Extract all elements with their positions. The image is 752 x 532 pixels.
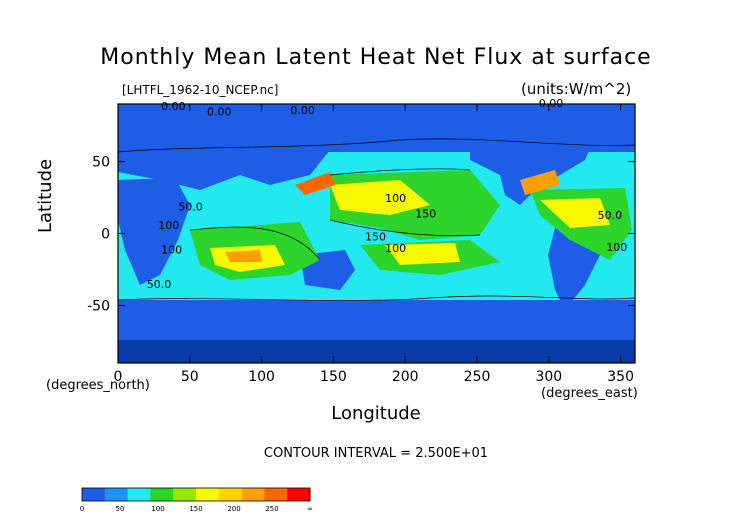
x-tick-label: 50 bbox=[181, 369, 199, 385]
contour-label: 0.00 bbox=[290, 104, 315, 117]
colorbar-segment bbox=[127, 488, 151, 501]
plot-area bbox=[118, 104, 635, 363]
contour-labels: 0.00 0.00 0.000.0050.010015010015010010050… bbox=[147, 97, 628, 291]
region-eurasia bbox=[118, 128, 330, 190]
colorbar-tick-label: 150 bbox=[189, 505, 202, 513]
contour-label: 50.0 bbox=[598, 209, 623, 222]
y-units-label: (degrees_north) bbox=[46, 378, 150, 393]
contour-label: 150 bbox=[365, 231, 386, 244]
x-tick-label: 100 bbox=[248, 369, 275, 385]
colorbar-tick-label: 0 bbox=[80, 505, 84, 513]
units-label: (units:W/m^2) bbox=[521, 80, 632, 98]
y-tick-label: 50 bbox=[92, 155, 110, 171]
x-axis-label: Longitude bbox=[331, 403, 421, 424]
x-tick-label: 350 bbox=[607, 369, 634, 385]
chart-title: Monthly Mean Latent Heat Net Flux at sur… bbox=[100, 45, 652, 70]
colorbar-segment bbox=[241, 488, 265, 501]
contour-label: 100 bbox=[385, 192, 406, 205]
x-tick-label: 0 bbox=[114, 369, 123, 385]
core-atlantic-yellow bbox=[540, 198, 610, 228]
contour-label: 50.0 bbox=[178, 200, 203, 213]
colorbar: 0 50 100 150 200 250 ∞ bbox=[80, 487, 313, 513]
colorbar-tick-label: ∞ bbox=[307, 505, 313, 513]
colorbar-segment bbox=[104, 488, 129, 501]
y-tick-label: 0 bbox=[101, 227, 110, 243]
colorbar-tick-label: 50 bbox=[116, 505, 125, 513]
file-label: [LHTFL_1962-10_NCEP.nc] bbox=[122, 83, 279, 97]
peak-kuroshio bbox=[295, 172, 335, 195]
contour-label: 100 bbox=[161, 244, 182, 257]
core-pacific-south-yellow bbox=[385, 243, 460, 265]
colorbar-tick-label: 250 bbox=[265, 505, 278, 513]
contour-label: 50.0 bbox=[147, 278, 172, 291]
contour-lines bbox=[118, 138, 635, 301]
colorbar-segment bbox=[287, 488, 311, 501]
x-tick-label: 250 bbox=[464, 369, 491, 385]
contour-label: 0.00 bbox=[539, 97, 564, 110]
region-north-america bbox=[470, 118, 600, 205]
y-tick-label: -50 bbox=[87, 298, 110, 314]
colorbar-segment bbox=[173, 488, 197, 501]
colorbar-segment bbox=[218, 488, 243, 501]
contour-interval-label: CONTOUR INTERVAL = 2.500E+01 bbox=[263, 446, 489, 461]
colorbar-segment bbox=[82, 488, 106, 501]
x-tick-label: 150 bbox=[320, 369, 347, 385]
region-antarctica bbox=[118, 340, 635, 363]
colorbar-segment bbox=[196, 488, 220, 501]
contour-label: 150 bbox=[415, 208, 436, 221]
x-tick-label: 300 bbox=[535, 369, 562, 385]
colorbar-tick-label: 200 bbox=[227, 505, 240, 513]
region-africa bbox=[118, 178, 190, 285]
colorbar-segment bbox=[264, 488, 288, 501]
core-north-pacific-yellow bbox=[330, 180, 430, 215]
y-axis-label: Latitude bbox=[35, 158, 56, 233]
contour-label: 0.00 bbox=[161, 100, 186, 113]
contour-label: 100 bbox=[158, 219, 179, 232]
x-tick-label: 200 bbox=[392, 369, 419, 385]
contour-label: 0.00 bbox=[207, 106, 232, 119]
colorbar-segment bbox=[150, 488, 174, 501]
contour-label: 100 bbox=[385, 242, 406, 255]
colorbar-frame bbox=[81, 487, 311, 502]
contour-label: 100 bbox=[606, 241, 627, 254]
peak-gulf-stream bbox=[520, 170, 560, 195]
colorbar-tick-label: 100 bbox=[151, 505, 164, 513]
x-units-label: (degrees_east) bbox=[541, 386, 638, 401]
peak-indian-orange bbox=[225, 250, 262, 262]
region-greenland bbox=[575, 110, 625, 150]
